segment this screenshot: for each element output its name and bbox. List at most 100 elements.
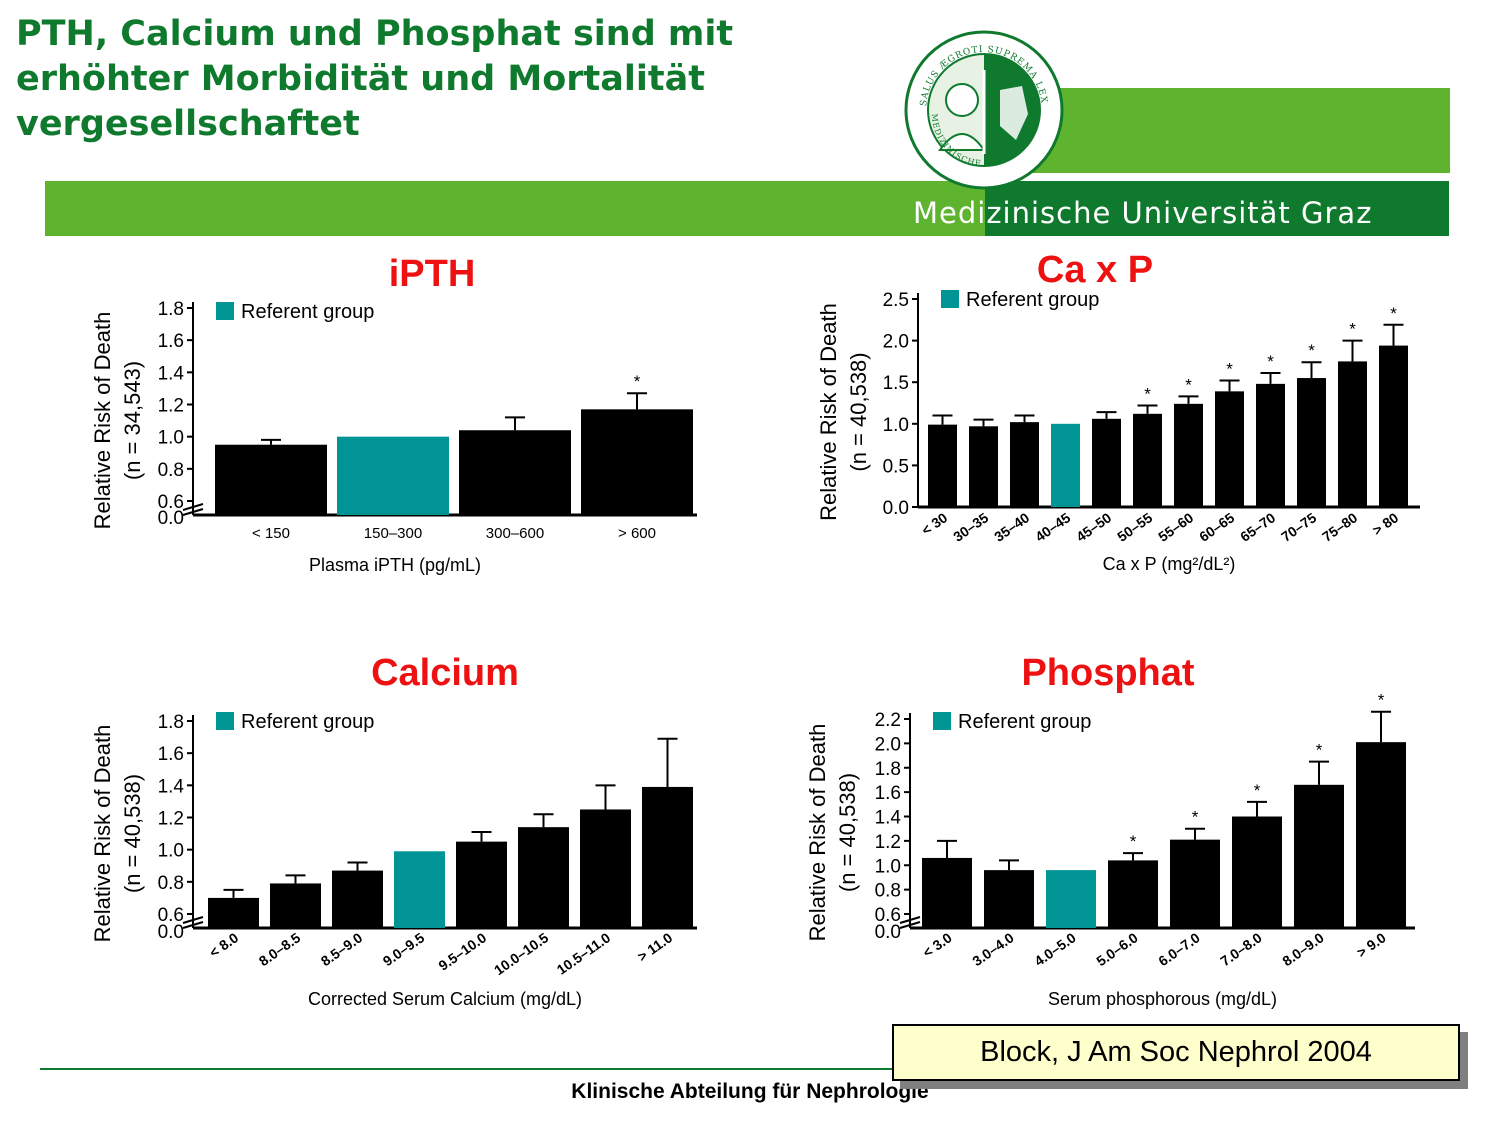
legend-swatch — [216, 302, 234, 320]
significance-marker: * — [1254, 781, 1261, 800]
slide-title-line-1: PTH, Calcium und Phosphat sind mit — [16, 14, 734, 54]
citation-box: Block, J Am Soc Nephrol 2004 — [892, 1024, 1460, 1081]
x-tick-label: < 30 — [918, 509, 950, 538]
x-axis-label: Plasma iPTH (pg/mL) — [309, 555, 481, 575]
y-tick-label: 1.0 — [158, 841, 184, 862]
y-tick-label: 2.0 — [875, 734, 901, 755]
bar — [1256, 383, 1285, 507]
y-axis-label: Relative Risk of Death — [90, 725, 115, 943]
y-break-label: 0.0 — [158, 508, 184, 529]
significance-marker: * — [1390, 304, 1397, 323]
significance-marker: * — [1308, 341, 1315, 360]
y-tick-label: 0.6 — [875, 905, 901, 926]
bar — [270, 883, 321, 928]
significance-marker: * — [1378, 691, 1385, 710]
citation-text: Block, J Am Soc Nephrol 2004 — [980, 1036, 1372, 1068]
bar — [1170, 839, 1220, 928]
significance-marker: * — [1130, 832, 1137, 851]
bar — [332, 870, 383, 928]
legend-label: Referent group — [241, 301, 374, 323]
y-tick-label: 2.0 — [883, 332, 909, 353]
y-tick-label: 1.0 — [883, 415, 909, 436]
bar — [1174, 403, 1203, 507]
legend-swatch — [933, 712, 951, 730]
slide-title-line-2: erhöhter Morbidität und Mortalität — [16, 59, 705, 99]
legend-swatch — [216, 712, 234, 730]
x-tick-label: 7.0–8.0 — [1217, 929, 1265, 969]
y-tick-label: 0.0 — [883, 498, 909, 519]
y-tick-label: 0.8 — [158, 873, 184, 894]
axis-break-mark — [182, 508, 204, 516]
x-tick-label: 4.0–5.0 — [1031, 929, 1079, 969]
significance-marker: * — [1316, 741, 1323, 760]
legend-label: Referent group — [241, 711, 374, 733]
x-tick-label: 8.5–9.0 — [318, 929, 366, 969]
footer-department: Klinische Abteilung für Nephrologie — [571, 1080, 929, 1103]
slide-title-line-3: vergesellschaftet — [16, 104, 360, 144]
bar — [1010, 422, 1039, 507]
x-tick-label: 75–80 — [1319, 509, 1360, 545]
legend-swatch — [941, 290, 959, 308]
x-axis-label: Serum phosphorous (mg/dL) — [1048, 989, 1277, 1009]
x-tick-label: 45–50 — [1073, 509, 1114, 545]
x-tick-label: > 9.0 — [1354, 929, 1389, 960]
bar — [1108, 860, 1158, 928]
x-tick-label: 9.5–10.0 — [435, 929, 489, 973]
significance-marker: * — [1192, 808, 1199, 827]
x-tick-label: < 150 — [252, 525, 290, 542]
x-tick-label: 60–65 — [1196, 509, 1237, 545]
x-axis-label: Ca x P (mg²/dL²) — [1103, 554, 1236, 574]
significance-marker: * — [1185, 375, 1192, 394]
bar — [580, 809, 631, 928]
y-axis-label-n: (n = 40,538) — [846, 352, 871, 471]
chart-title: Phosphat — [1021, 652, 1194, 694]
axis-break-mark — [899, 916, 921, 924]
x-tick-label: 6.0–7.0 — [1155, 929, 1203, 969]
y-tick-label: 0.8 — [875, 881, 901, 902]
y-tick-label: 1.2 — [158, 809, 184, 830]
x-tick-label: 10.5–11.0 — [554, 929, 614, 978]
x-tick-label: > 600 — [618, 525, 656, 542]
y-tick-label: 0.6 — [158, 492, 184, 513]
bar — [984, 870, 1034, 928]
x-tick-label: 65–70 — [1237, 509, 1278, 545]
referent-bar — [394, 851, 445, 928]
x-tick-label: 150–300 — [364, 525, 422, 542]
y-tick-label: 0.5 — [883, 456, 909, 477]
header-band-dark — [985, 181, 1449, 236]
legend-label: Referent group — [958, 711, 1091, 733]
chart-title: Calcium — [371, 652, 519, 694]
axis-break-mark — [182, 921, 204, 929]
bar — [1092, 418, 1121, 507]
bar — [456, 841, 507, 928]
university-seal-logo: SALUS ÆGROTI SUPREMA LEX MEDIZINISCHE UN… — [904, 30, 1064, 190]
bar — [1294, 784, 1344, 928]
bar — [1338, 361, 1367, 507]
referent-bar — [1051, 423, 1080, 507]
bar — [1215, 391, 1244, 507]
y-tick-label: 1.5 — [883, 373, 909, 394]
x-tick-label: 70–75 — [1278, 509, 1319, 545]
y-tick-label: 1.6 — [158, 331, 184, 352]
bar — [1133, 413, 1162, 507]
y-tick-label: 1.8 — [158, 712, 184, 733]
axis-break-mark — [182, 503, 204, 511]
x-tick-label: 30–35 — [950, 509, 991, 545]
referent-bar — [1046, 870, 1096, 928]
y-tick-label: 1.2 — [875, 832, 901, 853]
legend-label: Referent group — [966, 289, 1099, 311]
y-tick-label: 1.2 — [158, 396, 184, 417]
institution-name: Medizinische Universität Graz — [913, 196, 1373, 230]
x-tick-label: 5.0–6.0 — [1093, 929, 1141, 969]
significance-marker: * — [1144, 384, 1151, 403]
y-axis-label: Relative Risk of Death — [816, 303, 841, 521]
x-axis-label: Corrected Serum Calcium (mg/dL) — [308, 989, 582, 1009]
x-tick-label: 35–40 — [991, 509, 1032, 545]
bar — [969, 426, 998, 507]
significance-marker: * — [634, 372, 641, 391]
y-break-label: 0.0 — [875, 922, 901, 943]
y-tick-label: 1.4 — [158, 363, 185, 384]
significance-marker: * — [1349, 320, 1356, 339]
footer-rule — [40, 1068, 1460, 1070]
